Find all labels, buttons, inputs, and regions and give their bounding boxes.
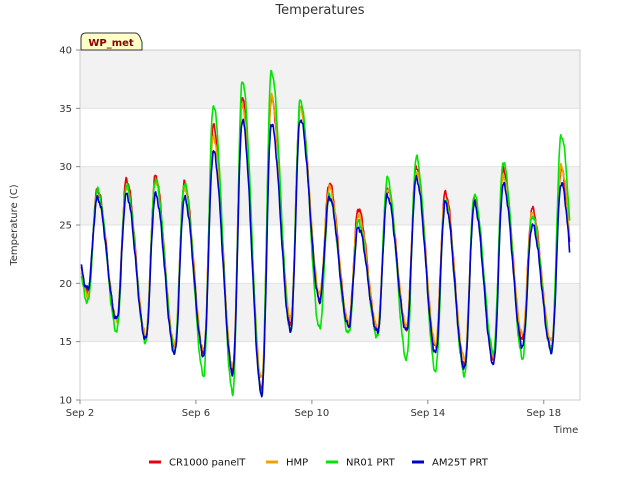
site-badge-box	[80, 32, 143, 51]
plot-band	[80, 225, 580, 284]
plot-band	[80, 108, 580, 167]
legend-label: AM25T PRT	[432, 458, 489, 469]
chart-title: Temperatures	[274, 3, 364, 18]
series-lines	[80, 69, 571, 398]
x-tick-label: Sep 18	[526, 408, 561, 419]
y-tick-label: 10	[59, 396, 72, 407]
legend-label: NR01 PRT	[346, 458, 396, 469]
x-tick-label: Sep 2	[66, 408, 94, 419]
plot-band	[80, 341, 580, 400]
x-tick-label: Sep 14	[410, 408, 445, 419]
y-tick-label: 35	[59, 104, 72, 115]
legend: CR1000 panelT HMP NR01 PRT AM25T PRT	[149, 458, 489, 469]
y-tick-label: 15	[59, 337, 72, 348]
x-axis-ticks: Sep 2 Sep 6 Sep 10 Sep 14 Sep 18	[66, 400, 561, 419]
plot-band	[80, 283, 580, 342]
x-tick-label: Sep 10	[295, 408, 330, 419]
y-tick-label: 30	[59, 162, 72, 173]
y-axis-ticks: 10 15 20 25 30 35 40	[59, 46, 80, 407]
y-axis-label: Temperature (C)	[9, 184, 20, 266]
plot-band	[80, 50, 580, 109]
legend-label: CR1000 panelT	[169, 458, 246, 469]
x-tick-label: Sep 6	[182, 408, 210, 419]
y-tick-label: 40	[59, 46, 72, 57]
x-axis-label: Time	[553, 425, 578, 436]
series-line	[80, 118, 571, 398]
site-badge: WP_met	[80, 32, 143, 51]
y-tick-label: 25	[59, 221, 72, 232]
site-badge-label: WP_met	[88, 38, 134, 49]
y-tick-label: 20	[59, 279, 72, 290]
legend-label: HMP	[286, 458, 308, 469]
